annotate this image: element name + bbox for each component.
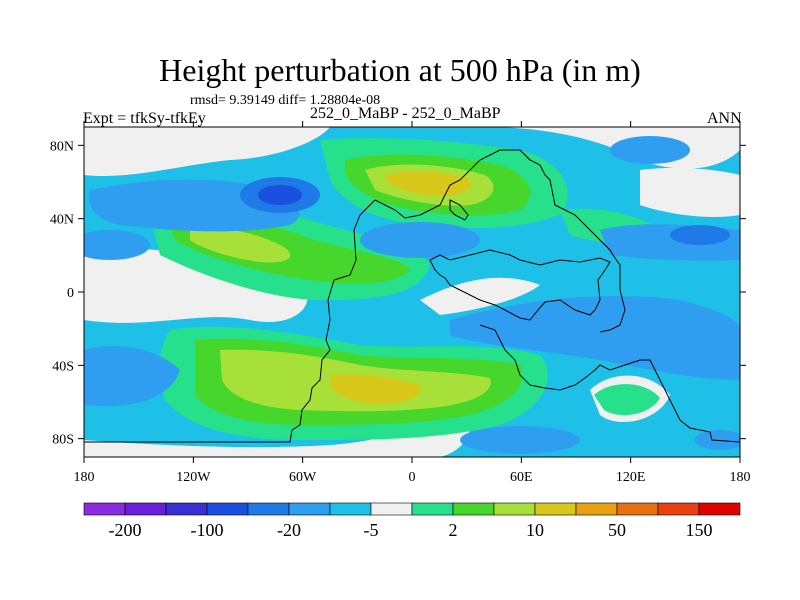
negative-region bbox=[360, 222, 480, 258]
negative-region bbox=[610, 136, 690, 164]
neutral-region bbox=[640, 167, 740, 217]
colorbar-label: 10 bbox=[526, 520, 544, 540]
colorbar-swatch bbox=[493, 502, 536, 516]
colorbar-swatch bbox=[165, 502, 208, 516]
colorbar-swatch bbox=[698, 502, 741, 516]
colorbar-label: -5 bbox=[364, 520, 379, 540]
colorbar-label: 150 bbox=[686, 520, 713, 540]
x-axis: 180 120W 60W 0 60E 120E 180 bbox=[74, 121, 751, 485]
stats-text: rmsd= 9.39149 diff= 1.28804e-08 bbox=[190, 93, 381, 108]
x-tick-label: 0 bbox=[409, 470, 416, 485]
coastline-north bbox=[374, 149, 626, 333]
positive-region bbox=[190, 228, 291, 263]
chart-title: Height perturbation at 500 hPa (in m) bbox=[159, 52, 641, 88]
y-tick-label: 80N bbox=[50, 139, 74, 154]
positive-region bbox=[330, 374, 421, 405]
coastline-east bbox=[429, 249, 611, 321]
colorbar-label: 50 bbox=[608, 520, 626, 540]
y-tick-label: 40S bbox=[52, 359, 74, 374]
positive-region bbox=[594, 384, 660, 416]
colorbar-swatch bbox=[657, 502, 700, 516]
colorbar-swatch bbox=[329, 502, 372, 516]
x-tick-label: 180 bbox=[730, 470, 751, 485]
coastline-asia bbox=[449, 199, 469, 221]
x-tick-label: 60W bbox=[289, 470, 317, 485]
negative-region bbox=[84, 230, 150, 260]
colorbar-swatch bbox=[575, 502, 618, 516]
y-tick-label: 80S bbox=[52, 433, 74, 448]
colorbar-label: 2 bbox=[449, 520, 458, 540]
colorbar-label: -20 bbox=[277, 520, 301, 540]
colorbar-swatch bbox=[534, 502, 577, 516]
x-tick-label: 120W bbox=[176, 470, 211, 485]
negative-region bbox=[258, 185, 302, 205]
chart-subtitle: 252_0_MaBP - 252_0_MaBP bbox=[310, 105, 501, 122]
colorbar: -200 -100 -20 -5 2 10 50 150 bbox=[83, 502, 741, 540]
x-tick-label: 120E bbox=[616, 470, 646, 485]
contour-field bbox=[84, 127, 740, 457]
colorbar-label: -100 bbox=[191, 520, 224, 540]
coastline-south bbox=[479, 324, 741, 443]
colorbar-swatch bbox=[616, 502, 659, 516]
colorbar-swatch bbox=[370, 502, 413, 516]
y-tick-label: 40N bbox=[50, 213, 74, 228]
neutral-region bbox=[84, 400, 471, 457]
colorbar-swatch bbox=[288, 502, 331, 516]
season-label: ANN bbox=[707, 110, 742, 127]
colorbar-label: -200 bbox=[109, 520, 142, 540]
experiment-label: Expt = tfkSy-tfkEy bbox=[83, 110, 206, 127]
negative-region bbox=[84, 346, 180, 407]
neutral-region bbox=[420, 277, 540, 315]
y-axis: 80N 40N 0 40S 80S bbox=[50, 139, 746, 448]
negative-region bbox=[670, 225, 730, 245]
colorbar-swatch bbox=[124, 502, 167, 516]
negative-region bbox=[460, 426, 580, 454]
x-tick-label: 180 bbox=[74, 470, 95, 485]
colorbar-swatch bbox=[452, 502, 495, 516]
colorbar-swatch bbox=[411, 502, 454, 516]
colorbar-swatch bbox=[83, 502, 126, 516]
x-tick-label: 60E bbox=[510, 470, 533, 485]
positive-region bbox=[385, 171, 471, 196]
y-tick-label: 0 bbox=[67, 286, 74, 301]
negative-region bbox=[695, 430, 740, 450]
colorbar-swatch bbox=[206, 502, 249, 516]
coastline-west bbox=[84, 199, 376, 443]
negative-region bbox=[450, 296, 740, 380]
coastline bbox=[84, 149, 741, 443]
neutral-region bbox=[84, 127, 330, 177]
colorbar-swatch bbox=[247, 502, 290, 516]
